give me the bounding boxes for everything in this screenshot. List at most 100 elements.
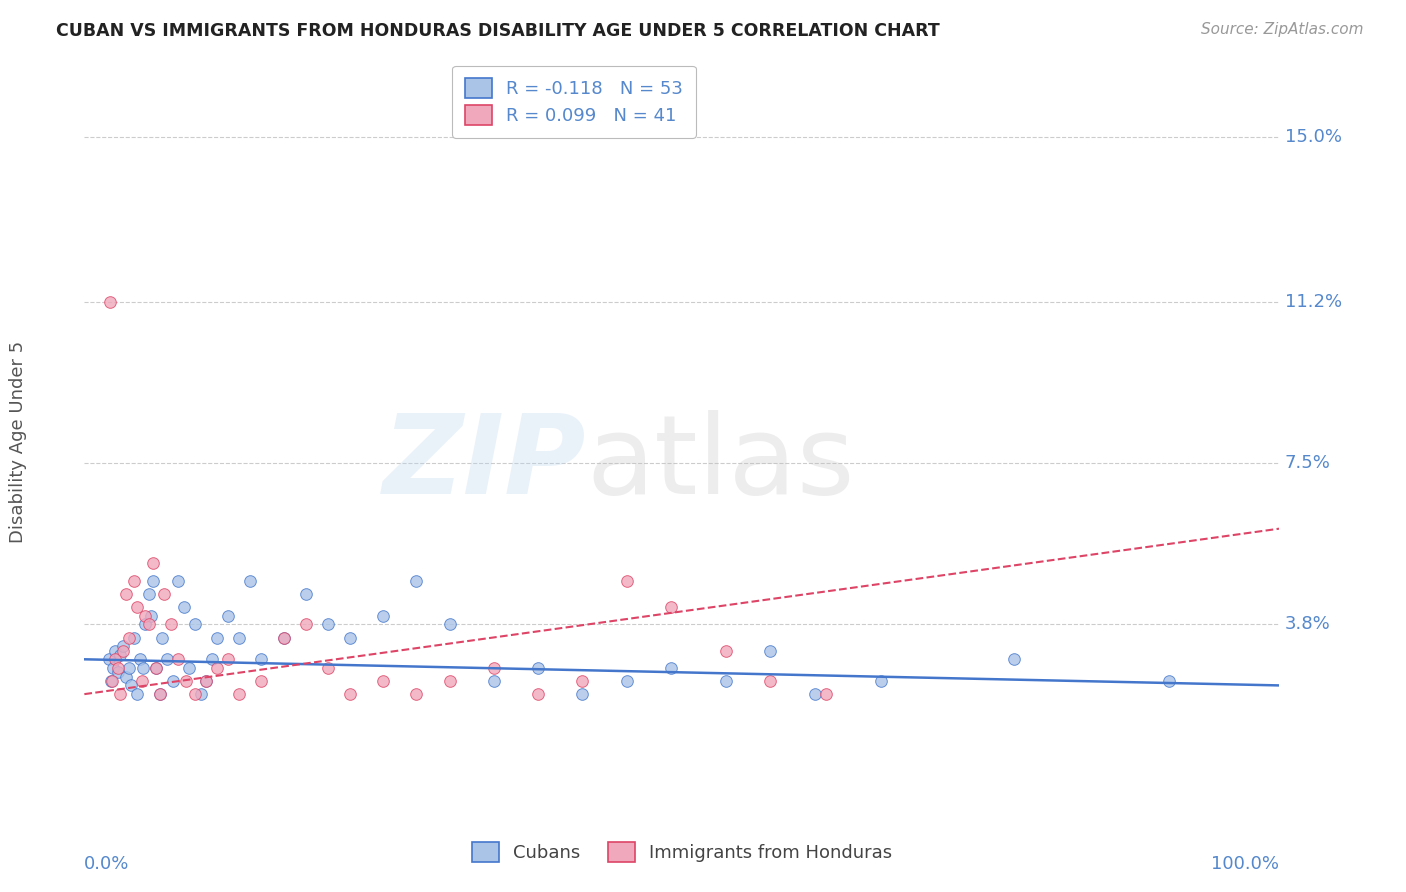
Point (112, 639, 135, 653)
Point (239, 574, 262, 588)
Point (714, 643, 737, 657)
Text: 0.0%: 0.0% (84, 855, 129, 873)
Point (482, 661, 505, 675)
Point (659, 600, 682, 615)
Point (127, 600, 149, 615)
Point (616, 574, 638, 588)
Point (138, 617, 160, 632)
Point (184, 687, 207, 701)
Point (571, 674, 593, 689)
Point (190, 687, 212, 701)
Legend: Cubans, Immigrants from Honduras: Cubans, Immigrants from Honduras (464, 835, 900, 870)
Point (179, 661, 201, 675)
Point (228, 631, 250, 645)
Text: ZIP: ZIP (382, 410, 586, 517)
Point (714, 674, 737, 689)
Point (759, 674, 782, 689)
Point (339, 631, 361, 645)
Point (173, 600, 195, 615)
Text: Disability Age Under 5: Disability Age Under 5 (8, 341, 27, 542)
Point (1002, 652, 1025, 666)
Point (405, 574, 427, 588)
Point (150, 631, 173, 645)
Text: CUBAN VS IMMIGRANTS FROM HONDURAS DISABILITY AGE UNDER 5 CORRELATION CHART: CUBAN VS IMMIGRANTS FROM HONDURAS DISABI… (56, 22, 941, 40)
Point (132, 661, 155, 675)
Point (149, 687, 172, 701)
Point (108, 648, 131, 662)
Point (273, 631, 295, 645)
Point (107, 665, 129, 680)
Point (159, 617, 181, 632)
Point (870, 674, 893, 689)
Point (145, 661, 167, 675)
Point (107, 661, 129, 675)
Point (482, 674, 505, 689)
Point (131, 674, 153, 689)
Point (108, 687, 131, 701)
Point (138, 587, 160, 601)
Point (115, 587, 138, 601)
Point (616, 674, 638, 689)
Point (97, 652, 120, 666)
Point (142, 557, 165, 571)
Point (98, 295, 121, 310)
Point (167, 652, 190, 666)
Point (571, 687, 593, 701)
Point (294, 617, 316, 632)
Point (167, 574, 190, 588)
Point (205, 631, 228, 645)
Point (101, 674, 124, 689)
Point (112, 643, 135, 657)
Point (122, 574, 145, 588)
Point (294, 587, 316, 601)
Point (100, 674, 122, 689)
Point (527, 661, 550, 675)
Text: 3.8%: 3.8% (1285, 615, 1330, 633)
Point (117, 661, 139, 675)
Point (149, 687, 172, 701)
Point (201, 652, 224, 666)
Point (104, 643, 127, 657)
Point (101, 661, 124, 675)
Point (142, 574, 165, 588)
Point (273, 631, 295, 645)
Point (316, 661, 339, 675)
Point (156, 652, 179, 666)
Point (1157, 674, 1180, 689)
Point (127, 687, 149, 701)
Point (134, 617, 156, 632)
Text: Source: ZipAtlas.com: Source: ZipAtlas.com (1201, 22, 1364, 37)
Point (250, 652, 273, 666)
Point (803, 687, 825, 701)
Point (814, 687, 837, 701)
Point (104, 652, 127, 666)
Point (373, 674, 395, 689)
Point (205, 661, 228, 675)
Text: 7.5%: 7.5% (1285, 454, 1331, 473)
Text: 15.0%: 15.0% (1285, 128, 1341, 145)
Point (145, 661, 167, 675)
Point (115, 670, 138, 684)
Text: atlas: atlas (586, 410, 855, 517)
Point (128, 652, 150, 666)
Point (184, 617, 207, 632)
Point (527, 687, 550, 701)
Point (117, 631, 139, 645)
Point (195, 674, 218, 689)
Point (439, 674, 461, 689)
Point (162, 674, 184, 689)
Point (195, 674, 218, 689)
Point (217, 608, 239, 623)
Point (439, 617, 461, 632)
Point (217, 652, 239, 666)
Point (134, 608, 156, 623)
Point (405, 687, 427, 701)
Point (250, 674, 273, 689)
Text: 100.0%: 100.0% (1212, 855, 1279, 873)
Point (139, 608, 162, 623)
Point (373, 608, 395, 623)
Point (174, 674, 197, 689)
Point (122, 631, 145, 645)
Point (153, 587, 176, 601)
Point (759, 643, 782, 657)
